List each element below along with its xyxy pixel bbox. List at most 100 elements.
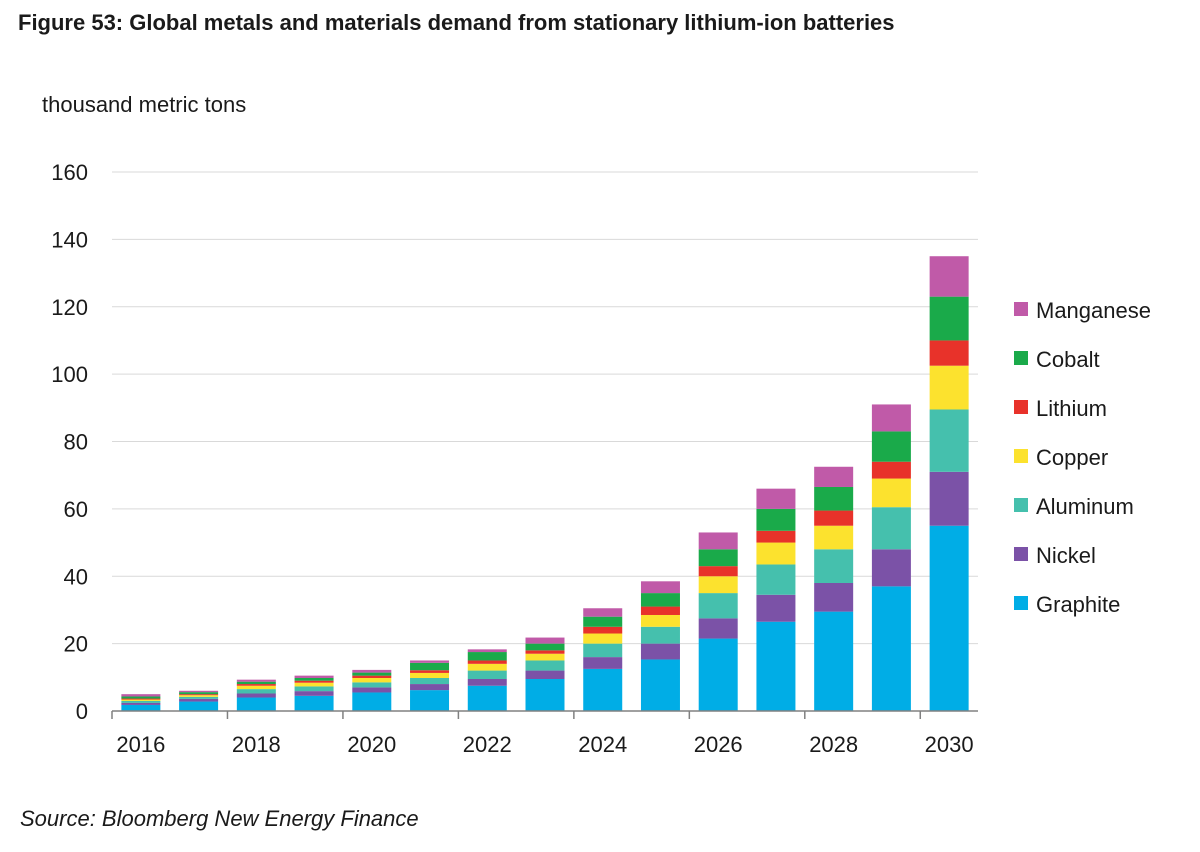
bar-segment-aluminum-2018 xyxy=(236,689,276,694)
y-tick-labels: 0 20 40 60 80 100 120 140 160 xyxy=(51,160,88,724)
bars xyxy=(121,256,969,711)
legend-swatch-manganese xyxy=(1014,302,1028,316)
bar-segment-copper-2017 xyxy=(179,695,219,697)
y-tick-label: 160 xyxy=(51,160,88,185)
bar-segment-lithium-2017 xyxy=(179,694,219,696)
bar-segment-nickel-2029 xyxy=(871,549,911,587)
bar-segment-manganese-2024 xyxy=(583,608,623,617)
bar-segment-manganese-2025 xyxy=(640,581,680,594)
x-tick-label: 2026 xyxy=(694,732,743,757)
bar-segment-nickel-2028 xyxy=(814,582,854,612)
bar-segment-cobalt-2023 xyxy=(525,643,565,651)
bar-segment-copper-2027 xyxy=(756,542,796,565)
bar-segment-manganese-2019 xyxy=(294,675,334,678)
x-tick-label: 2024 xyxy=(578,732,627,757)
bar-segment-graphite-2030 xyxy=(929,525,969,711)
bar-segment-copper-2029 xyxy=(871,478,911,508)
bar-segment-copper-2020 xyxy=(352,677,392,683)
y-tick-label: 80 xyxy=(64,430,88,455)
bar-segment-cobalt-2024 xyxy=(583,616,623,627)
bar-segment-graphite-2019 xyxy=(294,695,334,711)
legend-swatch-lithium xyxy=(1014,400,1028,414)
legend-label-graphite: Graphite xyxy=(1036,592,1120,617)
bar-segment-nickel-2016 xyxy=(121,702,161,705)
bar-segment-aluminum-2016 xyxy=(121,700,161,703)
bar-segment-graphite-2021 xyxy=(410,690,450,711)
bar-segment-nickel-2030 xyxy=(929,471,969,526)
bar-segment-cobalt-2016 xyxy=(121,696,161,699)
bar-segment-aluminum-2023 xyxy=(525,660,565,671)
bar-segment-aluminum-2025 xyxy=(640,626,680,644)
bar-segment-aluminum-2026 xyxy=(698,593,738,619)
bar-segment-lithium-2020 xyxy=(352,675,392,678)
bar-segment-graphite-2025 xyxy=(640,659,680,711)
source-note: Source: Bloomberg New Energy Finance xyxy=(20,806,419,831)
bar-segment-nickel-2025 xyxy=(640,643,680,660)
legend-label-copper: Copper xyxy=(1036,445,1108,470)
bar-segment-manganese-2030 xyxy=(929,256,969,297)
bar-segment-copper-2016 xyxy=(121,699,161,701)
bar-segment-copper-2023 xyxy=(525,653,565,661)
bar-segment-graphite-2023 xyxy=(525,678,565,711)
bar-segment-cobalt-2018 xyxy=(236,681,276,685)
bar-segment-aluminum-2029 xyxy=(871,507,911,550)
bar-segment-aluminum-2027 xyxy=(756,564,796,595)
bar-segment-manganese-2026 xyxy=(698,532,738,550)
y-tick-label: 140 xyxy=(51,227,88,252)
bar-segment-copper-2030 xyxy=(929,365,969,410)
bar-segment-copper-2024 xyxy=(583,633,623,644)
legend-swatch-cobalt xyxy=(1014,351,1028,365)
x-tick-label: 2016 xyxy=(116,732,165,757)
bar-segment-cobalt-2025 xyxy=(640,593,680,607)
bar-segment-manganese-2028 xyxy=(814,466,854,487)
bar-segment-cobalt-2030 xyxy=(929,296,969,341)
legend-label-aluminum: Aluminum xyxy=(1036,494,1134,519)
bar-segment-cobalt-2017 xyxy=(179,692,219,695)
legend-swatch-graphite xyxy=(1014,596,1028,610)
bar-segment-graphite-2016 xyxy=(121,704,161,711)
bar-segment-nickel-2017 xyxy=(179,698,219,702)
bar-segment-aluminum-2022 xyxy=(467,670,507,679)
y-tick-label: 20 xyxy=(64,632,88,657)
bar-segment-cobalt-2020 xyxy=(352,672,392,676)
bar-segment-manganese-2017 xyxy=(179,690,219,693)
bar-segment-lithium-2023 xyxy=(525,650,565,654)
bar-segment-lithium-2027 xyxy=(756,530,796,543)
y-tick-label: 40 xyxy=(64,564,88,589)
bar-segment-graphite-2022 xyxy=(467,685,507,711)
legend: Manganese Cobalt Lithium Copper Aluminum Nick… xyxy=(1014,298,1151,617)
bar-segment-cobalt-2019 xyxy=(294,677,334,681)
bar-segment-lithium-2016 xyxy=(121,698,161,700)
bar-segment-graphite-2026 xyxy=(698,638,738,711)
bar-segment-nickel-2022 xyxy=(467,678,507,686)
axes xyxy=(111,710,978,719)
bar-segment-lithium-2024 xyxy=(583,626,623,634)
x-tick-label: 2028 xyxy=(809,732,858,757)
grid-lines xyxy=(112,171,978,645)
bar-segment-nickel-2027 xyxy=(756,594,796,622)
x-tick-label: 2022 xyxy=(463,732,512,757)
bar-segment-lithium-2028 xyxy=(814,510,854,526)
chart-title: Figure 53: Global metals and materials d… xyxy=(18,10,895,35)
bar-segment-copper-2025 xyxy=(640,614,680,627)
bar-segment-lithium-2025 xyxy=(640,606,680,615)
bar-segment-nickel-2023 xyxy=(525,670,565,679)
bar-segment-manganese-2029 xyxy=(871,404,911,432)
bar-segment-lithium-2019 xyxy=(294,680,334,683)
bar-segment-nickel-2019 xyxy=(294,691,334,696)
legend-swatch-copper xyxy=(1014,449,1028,463)
bar-segment-manganese-2027 xyxy=(756,488,796,509)
bar-segment-manganese-2021 xyxy=(410,660,450,663)
bar-segment-lithium-2021 xyxy=(410,670,450,673)
bar-segment-nickel-2021 xyxy=(410,684,450,691)
bar-segment-cobalt-2028 xyxy=(814,486,854,511)
bar-segment-lithium-2030 xyxy=(929,340,969,366)
y-tick-label: 120 xyxy=(51,295,88,320)
bar-segment-aluminum-2030 xyxy=(929,409,969,472)
bar-segment-copper-2019 xyxy=(294,682,334,687)
bar-segment-cobalt-2021 xyxy=(410,662,450,671)
bar-segment-manganese-2020 xyxy=(352,669,392,673)
bar-segment-manganese-2022 xyxy=(467,649,507,653)
x-tick-labels: 2016 2018 2020 2022 2024 2026 2028 2030 xyxy=(116,732,973,757)
